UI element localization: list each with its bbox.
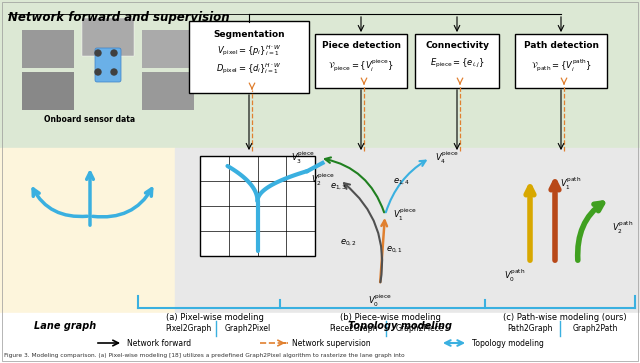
Text: Segmentation: Segmentation bbox=[213, 30, 285, 39]
Text: $V_3^{\rm piece}$: $V_3^{\rm piece}$ bbox=[291, 150, 315, 166]
Bar bbox=[22, 30, 74, 68]
Circle shape bbox=[111, 69, 117, 75]
FancyBboxPatch shape bbox=[315, 34, 407, 88]
Text: Network forward and supervision: Network forward and supervision bbox=[8, 11, 230, 24]
Text: Topology modeling: Topology modeling bbox=[472, 339, 544, 347]
Text: $e_{0,2}$: $e_{0,2}$ bbox=[340, 237, 357, 248]
Text: Network supervision: Network supervision bbox=[292, 339, 371, 347]
FancyBboxPatch shape bbox=[415, 34, 499, 88]
FancyBboxPatch shape bbox=[515, 34, 607, 88]
Bar bbox=[200, 156, 315, 256]
Bar bbox=[82, 18, 134, 56]
Text: $\mathcal{V}_{\rm path} = \{V_i^{\rm path}\}$: $\mathcal{V}_{\rm path} = \{V_i^{\rm pat… bbox=[531, 57, 591, 73]
Text: (c) Path-wise modeling (ours): (c) Path-wise modeling (ours) bbox=[503, 313, 627, 322]
Text: Figure 3. Modeling comparison. (a) Pixel-wise modeling [18] utilizes a predefine: Figure 3. Modeling comparison. (a) Pixel… bbox=[4, 353, 404, 358]
Text: $V_0^{\rm piece}$: $V_0^{\rm piece}$ bbox=[368, 293, 392, 309]
Text: Connectivity: Connectivity bbox=[425, 41, 489, 50]
Text: $V_1^{\rm path}$: $V_1^{\rm path}$ bbox=[560, 176, 581, 192]
Text: $V_2^{\rm path}$: $V_2^{\rm path}$ bbox=[612, 220, 633, 236]
Text: $V_2^{\rm piece}$: $V_2^{\rm piece}$ bbox=[311, 172, 335, 188]
Text: $V_4^{\rm piece}$: $V_4^{\rm piece}$ bbox=[435, 150, 459, 166]
Text: (b) Piece-wise modeling: (b) Piece-wise modeling bbox=[340, 313, 440, 322]
FancyBboxPatch shape bbox=[189, 21, 309, 93]
Text: Piece2Graph: Piece2Graph bbox=[330, 324, 378, 333]
Text: $E_{\rm piece} = \{e_{i,j}\}$: $E_{\rm piece} = \{e_{i,j}\}$ bbox=[429, 57, 484, 70]
Text: Lane graph: Lane graph bbox=[34, 321, 96, 331]
Text: Path detection: Path detection bbox=[524, 41, 598, 50]
Bar bbox=[175, 148, 640, 328]
Text: Topology modeling: Topology modeling bbox=[348, 321, 452, 331]
Text: Pixel2Graph: Pixel2Graph bbox=[165, 324, 211, 333]
Bar bbox=[22, 72, 74, 110]
Text: Piece detection: Piece detection bbox=[321, 41, 401, 50]
Text: $V_{\rm pixel} = \{p_i\}_{i=1}^{H\cdot W}$: $V_{\rm pixel} = \{p_i\}_{i=1}^{H\cdot W… bbox=[216, 44, 282, 58]
Circle shape bbox=[95, 50, 101, 56]
Text: $e_{1,4}$: $e_{1,4}$ bbox=[393, 176, 410, 187]
Text: $V_1^{\rm piece}$: $V_1^{\rm piece}$ bbox=[393, 207, 417, 223]
Text: Path2Graph: Path2Graph bbox=[508, 324, 553, 333]
Text: Graph2Piece: Graph2Piece bbox=[396, 324, 444, 333]
Bar bbox=[0, 313, 640, 363]
Bar bbox=[82, 18, 134, 56]
Bar bbox=[0, 0, 640, 148]
Text: (a) Pixel-wise modeling: (a) Pixel-wise modeling bbox=[166, 313, 264, 322]
Text: Network forward: Network forward bbox=[127, 339, 191, 347]
Text: $D_{\rm pixel} = \{d_i\}_{i=1}^{H\cdot W}$: $D_{\rm pixel} = \{d_i\}_{i=1}^{H\cdot W… bbox=[216, 62, 282, 77]
Text: $\mathcal{V}_{\rm piece} = \{V_i^{\rm piece}\}$: $\mathcal{V}_{\rm piece} = \{V_i^{\rm pi… bbox=[328, 57, 394, 73]
Text: Graph2Pixel: Graph2Pixel bbox=[225, 324, 271, 333]
Text: $e_{1,3}$: $e_{1,3}$ bbox=[330, 182, 348, 192]
Circle shape bbox=[111, 50, 117, 56]
Bar bbox=[142, 30, 194, 68]
Text: Onboard sensor data: Onboard sensor data bbox=[44, 115, 136, 124]
Bar bbox=[142, 72, 194, 110]
Circle shape bbox=[95, 69, 101, 75]
Text: $e_{0,1}$: $e_{0,1}$ bbox=[386, 245, 403, 255]
FancyBboxPatch shape bbox=[95, 48, 121, 82]
Bar bbox=[0, 148, 175, 328]
Text: $V_0^{\rm path}$: $V_0^{\rm path}$ bbox=[504, 268, 525, 284]
Text: Graph2Path: Graph2Path bbox=[572, 324, 618, 333]
